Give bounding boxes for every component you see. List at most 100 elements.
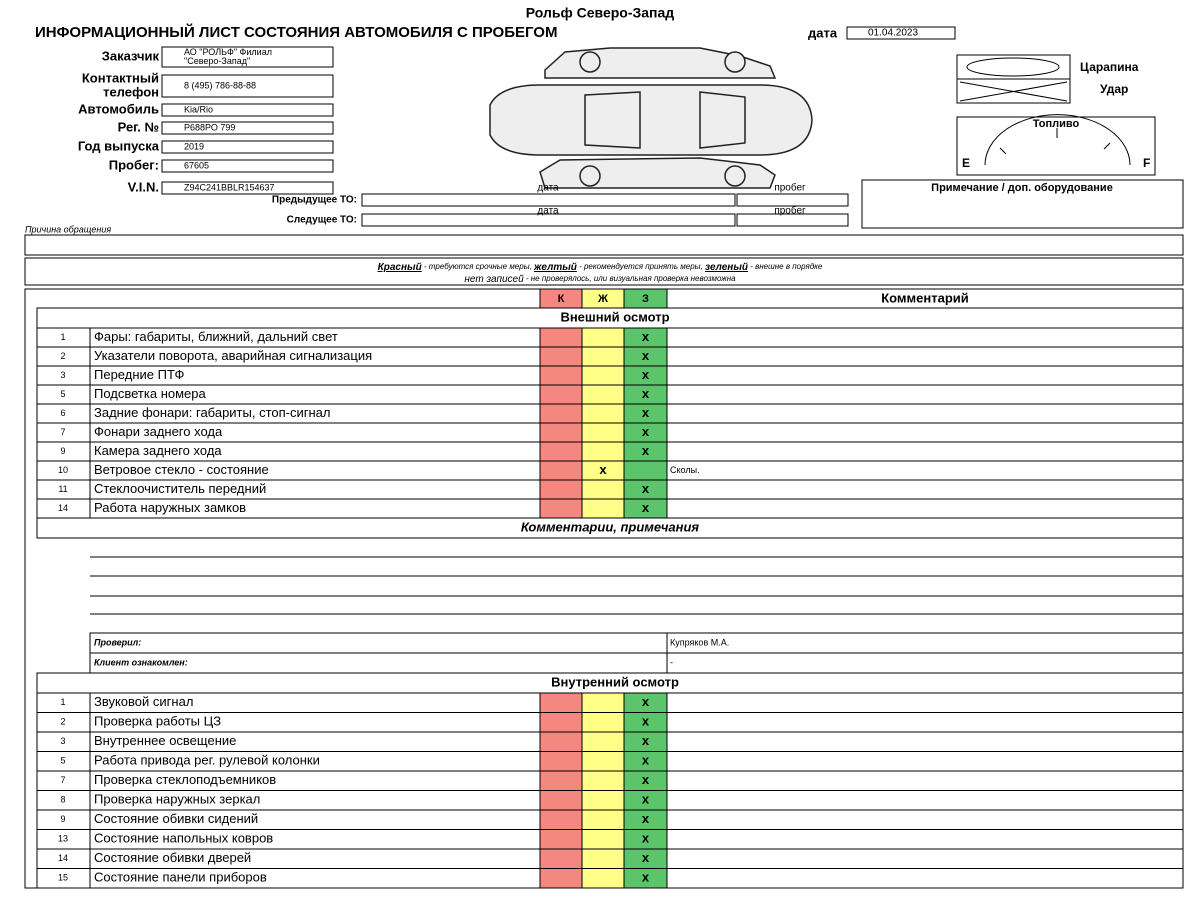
comment-cell	[666, 731, 1184, 752]
row-num: 10	[58, 465, 68, 475]
field-box	[161, 121, 334, 135]
row-item: Звуковой сигнал	[94, 694, 193, 709]
comment-cell	[666, 384, 1184, 405]
row-item: Проверка стеклоподъемников	[94, 772, 276, 787]
row-item: Указатели поворота, аварийная сигнализац…	[94, 348, 372, 363]
row-item: Подсветка номера	[94, 386, 207, 401]
row-num: 15	[58, 873, 68, 883]
reason-label: Причина обращения	[25, 224, 111, 234]
field-value: Kia/Rio	[184, 104, 213, 114]
status-cell	[581, 384, 625, 405]
column-header-text: К	[558, 293, 565, 305]
row-num: 13	[58, 834, 68, 844]
row-item: Проверка наружных зеркал	[94, 792, 260, 807]
row-num: 11	[58, 484, 67, 494]
status-cell	[539, 848, 583, 869]
row-num: 7	[60, 427, 65, 437]
row-mark: x	[642, 329, 650, 344]
field-value: 8 (495) 786-88-88	[184, 80, 256, 90]
comment-cell	[666, 365, 1184, 386]
comment-cell	[666, 868, 1184, 889]
row-mark: x	[642, 405, 650, 420]
field-value: Z94C241BBLR154637	[184, 182, 275, 192]
row-item: Работа наружных замков	[94, 500, 246, 515]
status-cell	[539, 327, 583, 348]
service-date-label: дата	[537, 206, 559, 217]
row-mark: x	[642, 694, 650, 709]
sign-value-cell	[666, 652, 1184, 674]
color-legend-box	[24, 257, 1184, 286]
row-mark: x	[642, 424, 650, 439]
field-label: Заказчик	[102, 48, 160, 63]
row-item: Задние фонари: габариты, стоп-сигнал	[94, 405, 330, 420]
row-item: Фонари заднего хода	[94, 424, 223, 439]
status-cell	[581, 403, 625, 424]
status-cell	[539, 384, 583, 405]
field-label: Автомобиль	[78, 101, 159, 116]
date-label: дата	[808, 25, 838, 40]
status-cell	[539, 731, 583, 752]
status-cell	[539, 809, 583, 830]
status-cell	[581, 498, 625, 519]
row-num: 1	[60, 697, 65, 707]
date-box	[846, 26, 956, 40]
status-cell	[581, 365, 625, 386]
row-num: 5	[60, 389, 65, 399]
comment-cell	[666, 403, 1184, 424]
row-mark: x	[642, 811, 650, 826]
legend-green-text: - внешне в порядке	[748, 262, 823, 271]
row-mark: x	[642, 367, 650, 382]
status-cell	[581, 441, 625, 462]
status-cell	[539, 441, 583, 462]
row-mark: x	[599, 462, 607, 477]
legend-red: Красный	[378, 262, 422, 273]
row-item: Состояние обивки дверей	[94, 850, 251, 865]
status-cell	[581, 848, 625, 869]
status-cell	[581, 751, 625, 772]
row-num: 14	[58, 853, 68, 863]
comment-cell	[666, 712, 1184, 733]
field-box	[161, 159, 334, 173]
row-mark: x	[642, 500, 650, 515]
section-title: Внутренний осмотр	[551, 674, 679, 689]
service-mileage-box	[736, 213, 849, 227]
row-num: 6	[60, 408, 65, 418]
legend-green: зеленый	[705, 262, 748, 273]
field-label: Контактный	[82, 70, 159, 85]
comment-cell	[666, 809, 1184, 830]
status-cell	[539, 692, 583, 713]
status-cell	[539, 365, 583, 386]
dent-symbol	[959, 81, 1068, 102]
reason-box	[24, 234, 1184, 256]
status-cell	[581, 692, 625, 713]
row-num: 7	[60, 775, 65, 785]
car-diagram	[489, 47, 813, 189]
row-comment: Сколы.	[670, 465, 700, 475]
fuel-box	[956, 116, 1156, 176]
comment-cell	[666, 848, 1184, 869]
field-value: 2019	[184, 141, 204, 151]
row-mark: x	[642, 850, 650, 865]
scratch-label: Царапина	[1080, 60, 1139, 74]
status-cell	[539, 829, 583, 850]
comment-cell	[666, 829, 1184, 850]
sign-label: Клиент ознакомлен:	[94, 657, 188, 667]
field-label: Год выпуска	[78, 138, 160, 153]
service-date-box	[361, 193, 736, 207]
service-mileage-label: пробег	[774, 182, 806, 194]
row-mark: x	[642, 481, 650, 496]
comment-cell	[666, 751, 1184, 772]
color-legend-line: нет записей - не проверялось, или визуал…	[464, 274, 736, 285]
legend-none-text: - не проверялось, или визуальная проверк…	[524, 274, 736, 283]
status-cell	[581, 346, 625, 367]
comment-cell	[666, 498, 1184, 519]
service-label: Следущее ТО:	[287, 215, 357, 226]
row-num: 3	[60, 370, 65, 380]
status-cell	[539, 346, 583, 367]
status-cell	[539, 751, 583, 772]
legend-red-text: - требуются срочные меры,	[422, 262, 534, 271]
row-item: Состояние панели приборов	[94, 870, 267, 885]
row-mark: x	[642, 714, 650, 729]
legend-yellow: желтый	[533, 262, 577, 273]
